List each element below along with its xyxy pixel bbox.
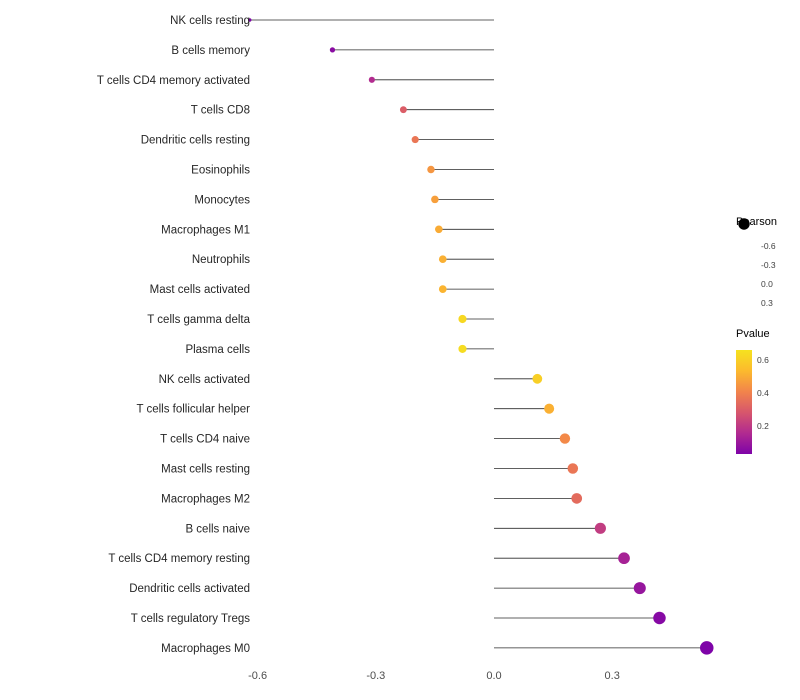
legend-panel: Pearson -0.6 -0.3 0.0 0.3 Pvalue 0.6 0.4 0.2 — [736, 216, 800, 454]
pvalue-tick-label: 0.2 — [757, 420, 769, 431]
size-legend-item: 0.3 — [736, 218, 800, 312]
pvalue-tick-label: 0.6 — [757, 354, 769, 365]
point-dot — [571, 493, 583, 504]
point-dot — [427, 165, 435, 174]
y-axis-label: T cells CD8 — [191, 105, 250, 117]
point-dot — [411, 136, 419, 144]
y-axis-label: Mast cells activated — [150, 284, 250, 296]
size-legend-dot-icon — [736, 220, 756, 274]
point-dot — [594, 522, 606, 534]
point-dot — [633, 582, 646, 595]
y-axis-label: Dendritic cells resting — [141, 135, 250, 147]
pvalue-gradient-bar — [736, 350, 752, 454]
x-axis-tick-label: 0.3 — [605, 670, 620, 682]
y-axis-label: B cells memory — [171, 45, 250, 57]
x-axis-tick-label: -0.3 — [366, 670, 385, 682]
point-dot — [438, 285, 447, 293]
y-axis-label: NK cells activated — [159, 374, 250, 386]
y-axis-label: Dendritic cells activated — [129, 583, 250, 595]
point-dot — [559, 433, 571, 444]
y-axis-label: Macrophages M2 — [161, 493, 250, 505]
size-legend-dot-icon — [736, 218, 756, 312]
size-legend-item: 0.0 — [736, 219, 800, 293]
pvalue-colorbar: 0.6 0.4 0.2 — [736, 350, 800, 454]
pvalue-tick-label: 0.4 — [757, 387, 769, 398]
y-axis-label: T cells CD4 memory resting — [108, 553, 250, 565]
size-legend-item: -0.3 — [736, 220, 800, 274]
y-axis-label: T cells CD4 naive — [160, 434, 250, 446]
point-dot — [544, 403, 555, 414]
size-legend-item: -0.6 — [736, 222, 800, 255]
x-axis-tick-label: -0.6 — [248, 670, 267, 682]
point-dot — [368, 76, 375, 83]
point-dot — [700, 641, 714, 655]
point-dot — [653, 611, 666, 625]
point-dot — [458, 344, 467, 353]
point-dot — [438, 255, 447, 264]
size-legend-value-label: 0.0 — [761, 278, 773, 289]
y-axis-label: Mast cells resting — [161, 464, 250, 476]
y-axis-label: T cells gamma delta — [147, 314, 250, 326]
y-axis-label: Plasma cells — [185, 344, 250, 356]
y-axis-label: Monocytes — [194, 194, 250, 206]
y-axis-label: NK cells resting — [170, 15, 250, 27]
y-axis-label: T cells regulatory Tregs — [131, 613, 251, 625]
point-dot — [435, 225, 443, 234]
y-axis-label: Neutrophils — [192, 254, 250, 266]
point-dot — [399, 106, 407, 114]
y-axis-label: Eosinophils — [191, 165, 250, 177]
size-legend-items: -0.6 -0.3 0.0 0.3 — [736, 218, 800, 312]
point-dot — [431, 195, 439, 204]
point-dot — [532, 373, 543, 384]
point-dot — [247, 18, 252, 22]
point-dot — [458, 314, 467, 324]
size-legend-value-label: -0.3 — [761, 259, 776, 270]
size-legend-value-label: 0.3 — [761, 297, 773, 308]
point-dot — [329, 47, 336, 53]
size-legend-dot-icon — [736, 219, 756, 293]
x-axis-tick-label: 0.0 — [486, 670, 501, 682]
point-dot — [618, 552, 630, 565]
color-legend-title: Pvalue — [736, 328, 770, 340]
size-legend-dot-icon — [736, 222, 756, 255]
y-axis-label: Macrophages M1 — [161, 224, 250, 236]
size-legend-value-label: -0.6 — [761, 240, 776, 251]
y-axis-label: T cells follicular helper — [136, 404, 250, 416]
point-dot — [567, 463, 579, 474]
y-axis-label: Macrophages M0 — [161, 643, 250, 655]
y-axis-label: B cells naive — [185, 523, 250, 535]
y-axis-label: T cells CD4 memory activated — [97, 75, 250, 87]
